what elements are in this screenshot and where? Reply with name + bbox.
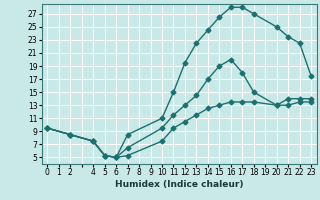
X-axis label: Humidex (Indice chaleur): Humidex (Indice chaleur): [115, 180, 244, 189]
